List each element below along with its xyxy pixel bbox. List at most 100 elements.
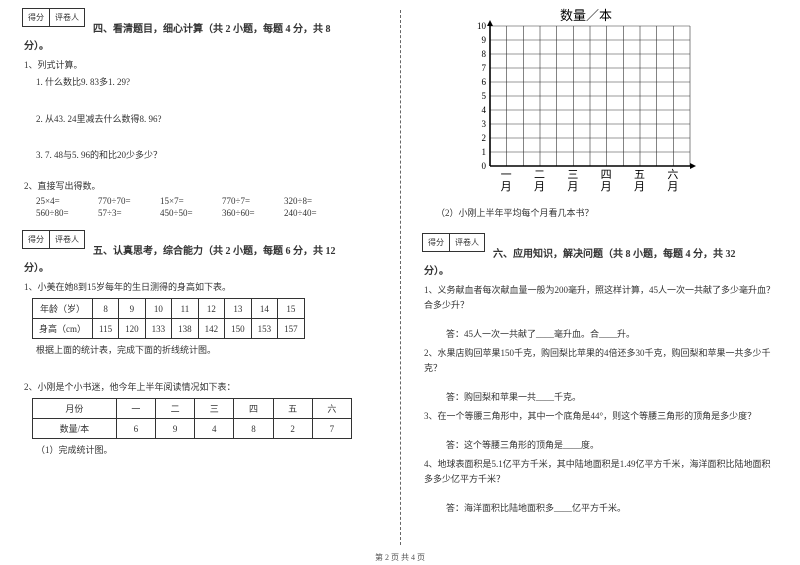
table-height: 年龄（岁） 8 9 10 11 12 13 14 15 身高（cm） 115 1…: [32, 298, 305, 339]
section-4-title-end: 分）。: [24, 39, 378, 55]
left-column: 得分 评卷人 四、看清题目，细心计算（共 2 小题，每题 4 分，共 8 分）。…: [0, 0, 400, 565]
grader-label: 评卷人: [450, 233, 485, 252]
svg-text:0: 0: [482, 161, 487, 171]
score-box-4: 得分 评卷人: [22, 8, 85, 27]
cell: 2: [273, 419, 312, 439]
grader-label: 评卷人: [50, 8, 85, 27]
svg-text:月: 月: [534, 181, 545, 193]
q4-1b: 2. 从43. 24里减去什么数得8. 96?: [36, 112, 378, 126]
q4-1c: 3. 7. 48与5. 96的和比20少多少？: [36, 148, 378, 162]
cell: 二: [155, 399, 194, 419]
cell: 一: [116, 399, 155, 419]
cell: 年龄（岁）: [33, 299, 93, 319]
calc-item: 360÷60=: [222, 208, 284, 218]
svg-text:三: 三: [567, 169, 578, 181]
q6-4: 4、地球表面积是5.1亿平方千米，其中陆地面积是1.49亿平方千米，海洋面积比陆…: [424, 457, 778, 486]
cell: 身高（cm）: [33, 319, 93, 339]
cell: 133: [145, 319, 172, 339]
section-4-header: 得分 评卷人 四、看清题目，细心计算（共 2 小题，每题 4 分，共 8: [22, 8, 378, 35]
t1-note: 根据上面的统计表，完成下面的折线统计图。: [36, 343, 378, 357]
svg-text:7: 7: [482, 63, 487, 73]
cell: 五: [273, 399, 312, 419]
q4-2: 2、直接写出得数。: [24, 179, 378, 193]
section-5-title: 五、认真思考，综合能力（共 2 小题，每题 6 分，共 12: [93, 242, 336, 257]
section-5-title-end: 分）。: [24, 261, 378, 277]
a6-1: 答：45人一次一共献了____毫升血。合____升。: [446, 327, 778, 340]
cell: 14: [251, 299, 278, 319]
calc-item: 770÷7=: [222, 196, 284, 206]
cell: 142: [198, 319, 225, 339]
a6-4: 答：海洋面积比陆地面积多____亿平方千米。: [446, 501, 778, 514]
svg-text:六: 六: [667, 168, 678, 181]
grader-label: 评卷人: [50, 230, 85, 249]
svg-text:9: 9: [482, 35, 487, 45]
cell: 三: [195, 399, 234, 419]
svg-text:2: 2: [482, 133, 487, 143]
cell: 7: [312, 419, 351, 439]
reading-chart: 数量／本109876543210一月二月三月四月五月六月: [462, 8, 778, 200]
cell: 13: [225, 299, 252, 319]
cell: 150: [225, 319, 252, 339]
cell: 6: [116, 419, 155, 439]
svg-text:五: 五: [634, 169, 645, 181]
right-q2: （2）小刚上半年平均每个月看几本书？: [436, 206, 778, 220]
table-row: 年龄（岁） 8 9 10 11 12 13 14 15: [33, 299, 305, 319]
calc-item: 450÷50=: [160, 208, 222, 218]
svg-text:8: 8: [482, 49, 487, 59]
cell: 8: [93, 299, 119, 319]
calc-item: 15×7=: [160, 196, 222, 206]
svg-text:数量／本: 数量／本: [560, 8, 612, 23]
table-row: 月份 一 二 三 四 五 六: [33, 399, 352, 419]
calc-item: 770÷70=: [98, 196, 160, 206]
calc-item: 320÷8=: [284, 196, 346, 206]
svg-text:一: 一: [501, 169, 512, 181]
svg-text:月: 月: [501, 181, 512, 193]
calc-item: 560÷80=: [36, 208, 98, 218]
table-reading: 月份 一 二 三 四 五 六 数量/本 6 9 4 8 2 7: [32, 398, 352, 439]
cell: 10: [145, 299, 172, 319]
section-5-header: 得分 评卷人 五、认真思考，综合能力（共 2 小题，每题 6 分，共 12: [22, 230, 378, 257]
svg-text:6: 6: [482, 77, 487, 87]
q5-1: 1、小美在她8到15岁每年的生日测得的身高如下表。: [24, 280, 378, 294]
section-4-title: 四、看清题目，细心计算（共 2 小题，每题 4 分，共 8: [93, 20, 331, 35]
q5-2: 2、小刚是个小书迷，他今年上半年阅读情况如下表：: [24, 380, 378, 394]
cell: 9: [119, 299, 146, 319]
score-label: 得分: [422, 233, 450, 252]
cell: 8: [234, 419, 273, 439]
q4-1a: 1. 什么数比9. 83多1. 29?: [36, 75, 378, 89]
cell: 六: [312, 399, 351, 419]
right-column: 数量／本109876543210一月二月三月四月五月六月 （2）小刚上半年平均每…: [400, 0, 800, 565]
svg-text:5: 5: [482, 91, 487, 101]
q4-1: 1、列式计算。: [24, 58, 378, 72]
svg-text:四: 四: [601, 169, 612, 181]
cell: 120: [119, 319, 146, 339]
svg-text:4: 4: [482, 105, 487, 115]
cell: 138: [172, 319, 199, 339]
cell: 15: [278, 299, 305, 319]
cell: 四: [234, 399, 273, 419]
chart-svg: 数量／本109876543210一月二月三月四月五月六月: [462, 8, 742, 198]
calc-item: 240÷40=: [284, 208, 346, 218]
cell: 9: [155, 419, 194, 439]
svg-text:月: 月: [601, 181, 612, 193]
calc-item: 57÷3=: [98, 208, 160, 218]
table-row: 数量/本 6 9 4 8 2 7: [33, 419, 352, 439]
cell: 月份: [33, 399, 117, 419]
section-6-header: 得分 评卷人 六、应用知识，解决问题（共 8 小题，每题 4 分，共 32: [422, 233, 778, 260]
cell: 4: [195, 419, 234, 439]
cell: 12: [198, 299, 225, 319]
q6-2: 2、水果店购回苹果150千克，购回梨比苹果的4倍还多30千克，购回梨和苹果一共多…: [424, 346, 778, 375]
svg-text:3: 3: [482, 119, 487, 129]
score-box-5: 得分 评卷人: [22, 230, 85, 249]
calc-grid: 25×4= 770÷70= 15×7= 770÷7= 320÷8= 560÷80…: [36, 196, 378, 220]
svg-text:月: 月: [667, 181, 678, 193]
cell: 153: [251, 319, 278, 339]
svg-text:10: 10: [477, 21, 487, 31]
page-footer: 第 2 页 共 4 页: [0, 552, 800, 563]
q5-2a: （1）完成统计图。: [36, 443, 378, 457]
svg-text:月: 月: [634, 181, 645, 193]
cell: 11: [172, 299, 199, 319]
cell: 157: [278, 319, 305, 339]
q6-3: 3、在一个等腰三角形中，其中一个底角是44°，则这个等腰三角形的顶角是多少度？: [424, 409, 778, 423]
calc-item: 25×4=: [36, 196, 98, 206]
